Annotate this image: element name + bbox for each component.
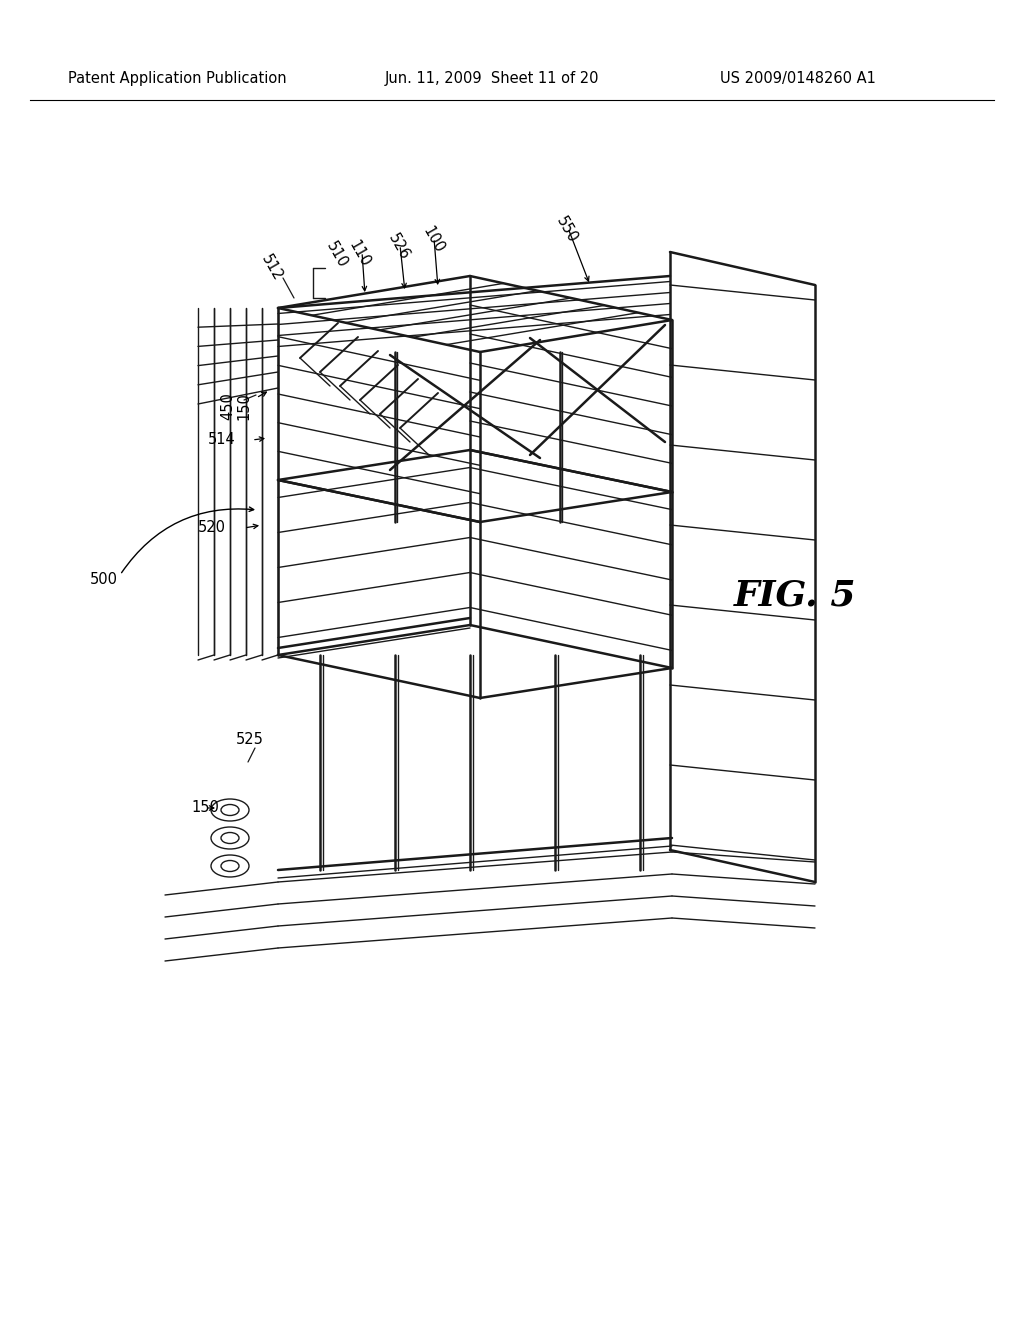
Text: 514: 514	[208, 433, 236, 447]
Text: 150: 150	[237, 392, 252, 420]
Text: 510: 510	[324, 239, 350, 271]
Text: 526: 526	[385, 231, 413, 263]
Text: 100: 100	[420, 224, 446, 256]
Text: 110: 110	[345, 238, 373, 269]
Text: Patent Application Publication: Patent Application Publication	[68, 70, 287, 86]
Text: 520: 520	[198, 520, 226, 536]
Text: US 2009/0148260 A1: US 2009/0148260 A1	[720, 70, 876, 86]
Text: 550: 550	[554, 214, 581, 246]
Text: FIG. 5: FIG. 5	[734, 578, 856, 612]
Text: 150: 150	[191, 800, 219, 816]
Text: 500: 500	[90, 573, 118, 587]
Text: 525: 525	[237, 733, 264, 747]
Text: 450: 450	[220, 392, 236, 420]
Text: Jun. 11, 2009  Sheet 11 of 20: Jun. 11, 2009 Sheet 11 of 20	[385, 70, 599, 86]
Text: 512: 512	[258, 252, 286, 284]
